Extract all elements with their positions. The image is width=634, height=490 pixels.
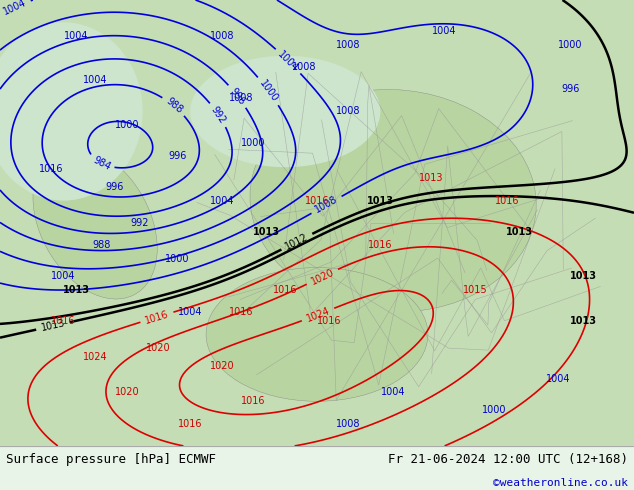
Text: 1016: 1016 xyxy=(242,396,266,406)
Ellipse shape xyxy=(190,56,380,167)
Text: 996: 996 xyxy=(105,182,123,192)
Text: 1000: 1000 xyxy=(165,254,190,264)
Text: 1016: 1016 xyxy=(273,285,297,295)
Text: 1020: 1020 xyxy=(146,343,171,353)
Text: 1016: 1016 xyxy=(318,316,342,326)
Text: 988: 988 xyxy=(164,96,184,116)
Text: 1004: 1004 xyxy=(178,307,202,317)
Text: 1008: 1008 xyxy=(313,195,340,215)
Text: 1024: 1024 xyxy=(305,305,332,324)
Text: Fr 21-06-2024 12:00 UTC (12+168): Fr 21-06-2024 12:00 UTC (12+168) xyxy=(387,453,628,466)
Text: 1008: 1008 xyxy=(337,418,361,429)
Text: 1004: 1004 xyxy=(210,196,234,206)
Text: 1004: 1004 xyxy=(381,388,405,397)
Ellipse shape xyxy=(33,147,157,299)
Text: 996: 996 xyxy=(562,84,579,94)
Text: 992: 992 xyxy=(130,218,149,228)
Text: 1004: 1004 xyxy=(64,31,88,41)
Text: ©weatheronline.co.uk: ©weatheronline.co.uk xyxy=(493,478,628,489)
Text: 1000: 1000 xyxy=(242,138,266,147)
Text: 1008: 1008 xyxy=(210,31,234,41)
Text: 1004: 1004 xyxy=(2,0,28,17)
Text: 1000: 1000 xyxy=(482,405,507,415)
Text: 992: 992 xyxy=(209,104,228,125)
Text: 1016: 1016 xyxy=(368,240,392,250)
Text: 996: 996 xyxy=(169,151,186,161)
Text: 1024: 1024 xyxy=(83,352,107,362)
Text: 1016: 1016 xyxy=(495,196,519,206)
Text: 1008: 1008 xyxy=(337,106,361,117)
Text: 1013: 1013 xyxy=(40,318,66,333)
Text: 1016: 1016 xyxy=(39,165,63,174)
Text: 1000: 1000 xyxy=(559,40,583,49)
Text: 1016: 1016 xyxy=(144,309,170,325)
Text: 1000: 1000 xyxy=(257,78,280,104)
FancyBboxPatch shape xyxy=(0,0,634,446)
Text: 1008: 1008 xyxy=(337,40,361,49)
Text: 1004: 1004 xyxy=(432,26,456,36)
Text: 1013: 1013 xyxy=(367,196,394,206)
Text: 1008: 1008 xyxy=(229,93,253,103)
Text: 1013: 1013 xyxy=(570,271,597,281)
Text: 1013: 1013 xyxy=(253,227,280,237)
Text: 1000: 1000 xyxy=(115,120,139,130)
Text: 996: 996 xyxy=(228,86,247,106)
Text: 1020: 1020 xyxy=(115,388,139,397)
Text: 988: 988 xyxy=(93,240,110,250)
Text: 1013: 1013 xyxy=(507,227,533,237)
Text: 1012: 1012 xyxy=(283,232,310,252)
Text: 1016: 1016 xyxy=(51,316,75,326)
Text: 1016: 1016 xyxy=(229,307,253,317)
Text: 1004: 1004 xyxy=(546,374,570,384)
Text: 1004: 1004 xyxy=(83,75,107,85)
Text: 1020: 1020 xyxy=(309,267,335,287)
Ellipse shape xyxy=(250,90,536,312)
Text: 1004: 1004 xyxy=(276,49,301,74)
Text: 1016: 1016 xyxy=(305,196,329,206)
Text: 1004: 1004 xyxy=(51,271,75,281)
Text: 1008: 1008 xyxy=(292,62,316,72)
Text: 984: 984 xyxy=(91,155,112,172)
Text: 1013: 1013 xyxy=(419,173,443,183)
Text: Surface pressure [hPa] ECMWF: Surface pressure [hPa] ECMWF xyxy=(6,453,216,466)
Text: 1015: 1015 xyxy=(463,285,488,295)
Ellipse shape xyxy=(0,22,143,201)
Text: 1013: 1013 xyxy=(570,316,597,326)
Text: 1016: 1016 xyxy=(178,418,202,429)
Ellipse shape xyxy=(206,268,428,401)
Text: 1020: 1020 xyxy=(210,361,234,370)
Text: 1013: 1013 xyxy=(63,285,89,295)
